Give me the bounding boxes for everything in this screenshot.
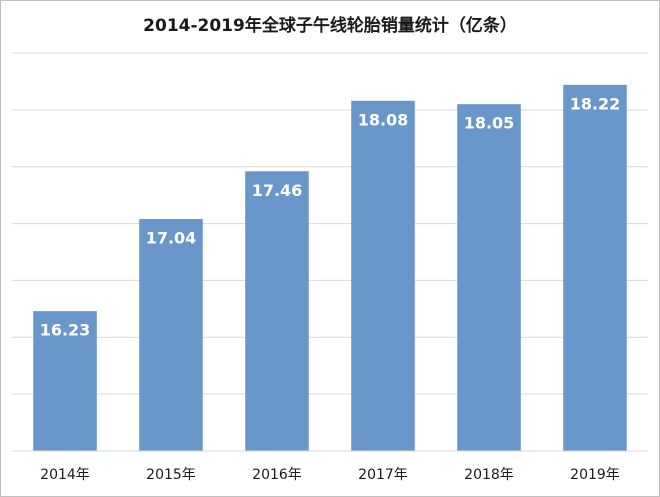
bar — [457, 104, 521, 452]
x-tick-label: 2014年 — [40, 467, 90, 483]
data-label: 18.08 — [358, 110, 409, 129]
bar — [245, 171, 309, 451]
bar — [351, 100, 415, 451]
bar — [33, 311, 97, 451]
data-label: 18.05 — [464, 114, 515, 133]
chart-title: 2014-2019年全球子午线轮胎销量统计（亿条） — [143, 15, 517, 36]
bar — [139, 219, 203, 451]
data-label: 17.46 — [252, 181, 303, 200]
bar — [563, 84, 627, 451]
data-label: 18.22 — [570, 94, 621, 113]
x-tick-label: 2015年 — [146, 467, 196, 483]
data-label: 17.04 — [146, 229, 197, 248]
x-tick-label: 2019年 — [570, 467, 620, 483]
x-tick-label: 2018年 — [464, 467, 514, 483]
data-label: 16.23 — [40, 321, 91, 340]
x-tick-label: 2016年 — [252, 467, 302, 483]
x-tick-label: 2017年 — [358, 467, 408, 483]
